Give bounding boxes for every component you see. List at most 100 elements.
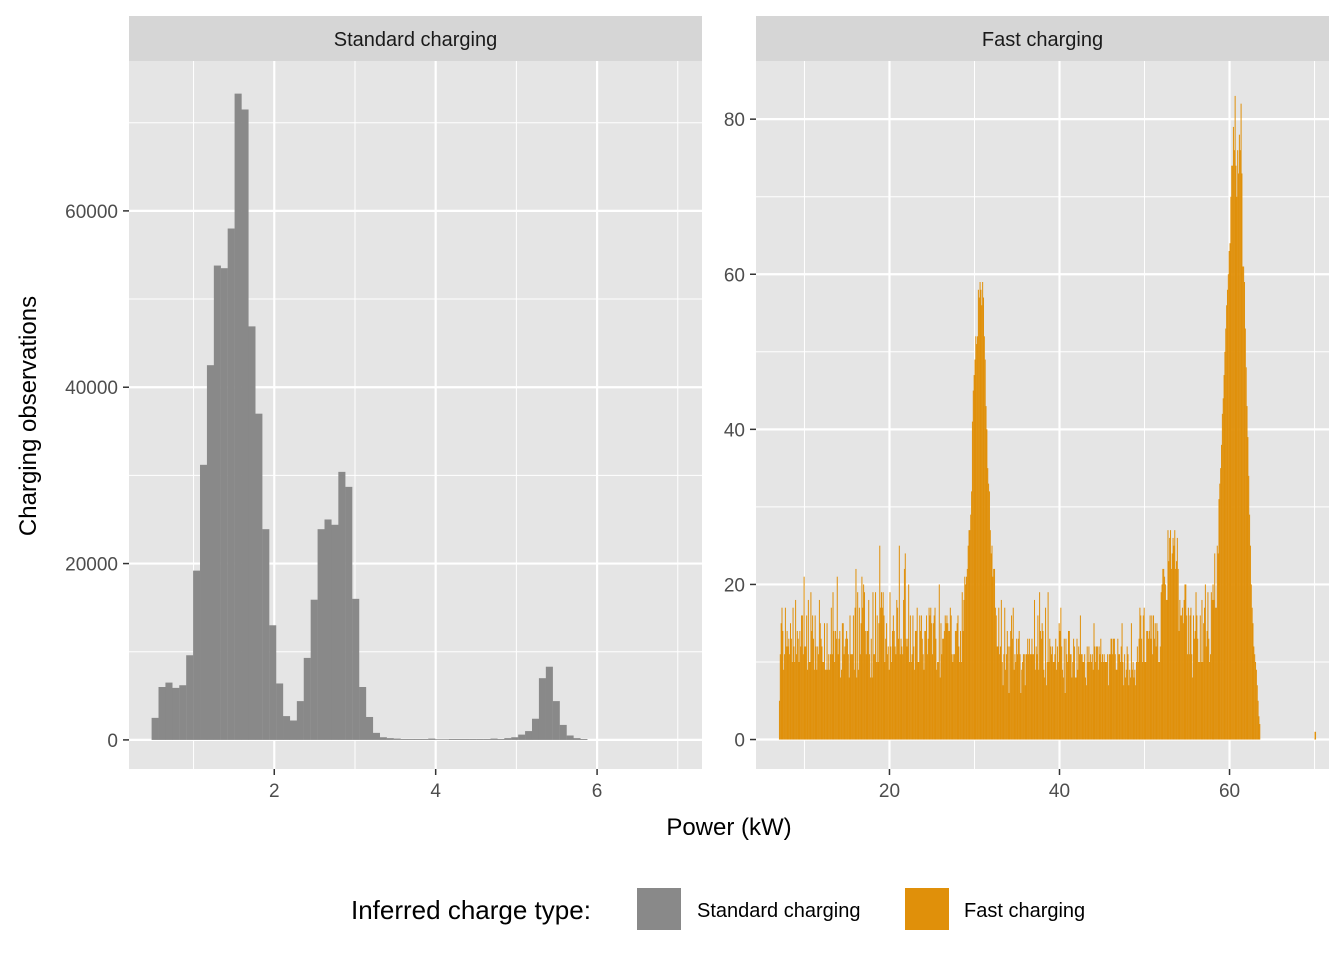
histogram-bar xyxy=(345,486,353,740)
histogram-bar xyxy=(895,654,897,740)
histogram-bar xyxy=(1157,630,1159,740)
histogram-bar xyxy=(792,607,794,740)
histogram-bar xyxy=(1205,646,1207,740)
histogram-bar xyxy=(1068,630,1070,740)
histogram-bar xyxy=(1206,630,1208,740)
histogram-bar xyxy=(914,669,916,740)
histogram-bar xyxy=(835,638,837,740)
histogram-bar xyxy=(863,592,865,740)
histogram-bar xyxy=(784,654,786,740)
histogram-bar xyxy=(934,607,936,740)
histogram-bar xyxy=(883,615,885,740)
histogram-bar xyxy=(1249,514,1251,740)
histogram-bar xyxy=(552,701,560,740)
histogram-bar xyxy=(806,615,808,740)
histogram-bar xyxy=(1211,599,1213,740)
histogram-bar xyxy=(566,735,574,740)
histogram-bar xyxy=(955,630,957,740)
histogram-bar xyxy=(1073,646,1075,740)
histogram-bar xyxy=(819,623,821,740)
histogram-bar xyxy=(1106,661,1108,740)
histogram-bar xyxy=(882,592,884,740)
histogram-bar xyxy=(903,599,905,740)
histogram-bar xyxy=(1014,654,1016,740)
histogram-bar xyxy=(1212,731,1215,740)
histogram-bar xyxy=(798,661,800,740)
histogram-bar xyxy=(1125,669,1127,740)
histogram-bar xyxy=(1013,669,1015,740)
histogram-bar xyxy=(455,739,463,740)
histogram-bar xyxy=(1188,654,1190,740)
histogram-bar xyxy=(1163,568,1165,740)
histogram-bar xyxy=(1051,646,1053,740)
histogram-bar xyxy=(1226,289,1228,740)
x-tick-label: 60 xyxy=(1219,781,1240,802)
histogram-bar xyxy=(1075,677,1077,740)
histogram-bar xyxy=(1042,630,1044,740)
histogram-bar xyxy=(913,646,915,740)
histogram-bar xyxy=(1068,630,1070,740)
histogram-bar xyxy=(911,654,913,740)
histogram-bar xyxy=(860,623,862,740)
histogram-bar xyxy=(393,738,401,740)
histogram-bar xyxy=(179,685,187,740)
histogram-bar xyxy=(276,683,284,740)
histogram-bar xyxy=(414,739,422,740)
histogram-bar xyxy=(795,654,797,740)
histogram-bar xyxy=(1100,638,1102,740)
histogram-bar xyxy=(1137,661,1139,740)
histogram-bar xyxy=(200,464,208,740)
histogram-bar xyxy=(1095,661,1097,740)
histogram-bar xyxy=(1255,669,1257,740)
histogram-bar xyxy=(907,638,909,740)
histogram-bar xyxy=(999,646,1001,740)
histogram-bar xyxy=(1247,437,1249,740)
histogram-bar xyxy=(997,646,999,740)
histogram-bar xyxy=(901,646,903,740)
histogram-bar xyxy=(828,654,830,740)
histogram-bar xyxy=(788,638,790,740)
histogram-bar xyxy=(1196,615,1198,740)
histogram-bar xyxy=(1232,126,1234,740)
histogram-bar xyxy=(1153,615,1155,740)
histogram-bar xyxy=(1241,173,1243,740)
histogram-bar xyxy=(938,584,940,740)
histogram-bar xyxy=(1158,661,1160,740)
histogram-bar xyxy=(1096,646,1098,740)
histogram-bar xyxy=(1175,561,1177,740)
histogram-bar xyxy=(935,638,937,740)
histogram-bar xyxy=(1249,545,1251,740)
histogram-bar xyxy=(785,646,787,740)
x-tick-label: 6 xyxy=(592,781,603,802)
histogram-bar xyxy=(941,654,943,740)
histogram-bar xyxy=(1032,654,1034,740)
histogram-bar xyxy=(1061,646,1063,740)
histogram-bar xyxy=(525,731,533,740)
histogram-bar xyxy=(914,630,916,740)
histogram-bar xyxy=(790,623,792,740)
histogram-bar xyxy=(912,615,914,740)
histogram-bar xyxy=(1257,700,1259,740)
histogram-bar xyxy=(1226,305,1228,740)
histogram-bar xyxy=(778,700,780,740)
histogram-bar xyxy=(1218,499,1220,740)
histogram-bar xyxy=(1212,584,1214,740)
histogram-bar xyxy=(989,530,991,740)
histogram-bar xyxy=(1102,661,1104,740)
histogram-bar xyxy=(1171,553,1173,740)
histogram-bar xyxy=(1011,615,1013,740)
histogram-bar xyxy=(976,344,978,740)
histogram-bar xyxy=(1177,568,1179,740)
histogram-bar xyxy=(837,654,839,740)
histogram-bar xyxy=(1085,677,1087,740)
y-tick-label: 20000 xyxy=(65,555,118,576)
histogram-bar xyxy=(1076,638,1078,740)
histogram-bar xyxy=(793,646,795,740)
histogram-bar xyxy=(782,630,784,740)
histogram-bar xyxy=(1011,638,1013,740)
histogram-bar xyxy=(1056,669,1058,740)
histogram-bar xyxy=(982,297,984,740)
histogram-bar xyxy=(892,615,894,740)
histogram-bar xyxy=(834,661,836,740)
histogram-bar xyxy=(1044,677,1046,740)
